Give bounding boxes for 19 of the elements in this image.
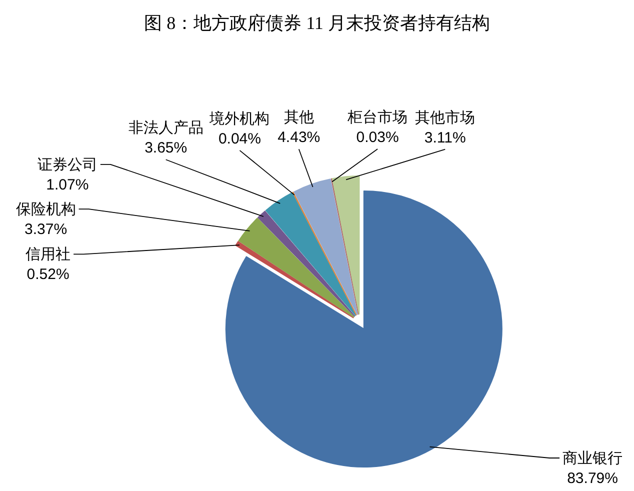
slice-label: 信用社 <box>26 246 71 264</box>
slice-label: 商业银行 <box>562 450 623 467</box>
data-label: 1.07% <box>46 176 89 194</box>
data-label: 3.37% <box>24 221 68 238</box>
data-label: 0.52% <box>26 266 70 284</box>
slice-label: 保险机构 <box>16 201 76 218</box>
slice-label: 其他 <box>284 109 314 126</box>
data-label: 0.03% <box>356 129 399 146</box>
slice-label: 其他市场 <box>415 109 476 126</box>
data-label: 3.11% <box>424 129 466 146</box>
data-label: 3.65% <box>144 140 188 157</box>
slice-label: 境外机构 <box>208 110 270 128</box>
slice-label: 柜台市场 <box>346 109 408 126</box>
chart-title: 图 8：地方政府债券 11 月末投资者持有结构 <box>144 13 490 33</box>
data-label: 4.43% <box>278 129 320 146</box>
data-label: 83.79% <box>567 470 618 487</box>
slice-label: 非法人产品 <box>128 120 204 137</box>
data-label: 0.04% <box>218 130 262 148</box>
slice-label: 证券公司 <box>37 156 98 174</box>
